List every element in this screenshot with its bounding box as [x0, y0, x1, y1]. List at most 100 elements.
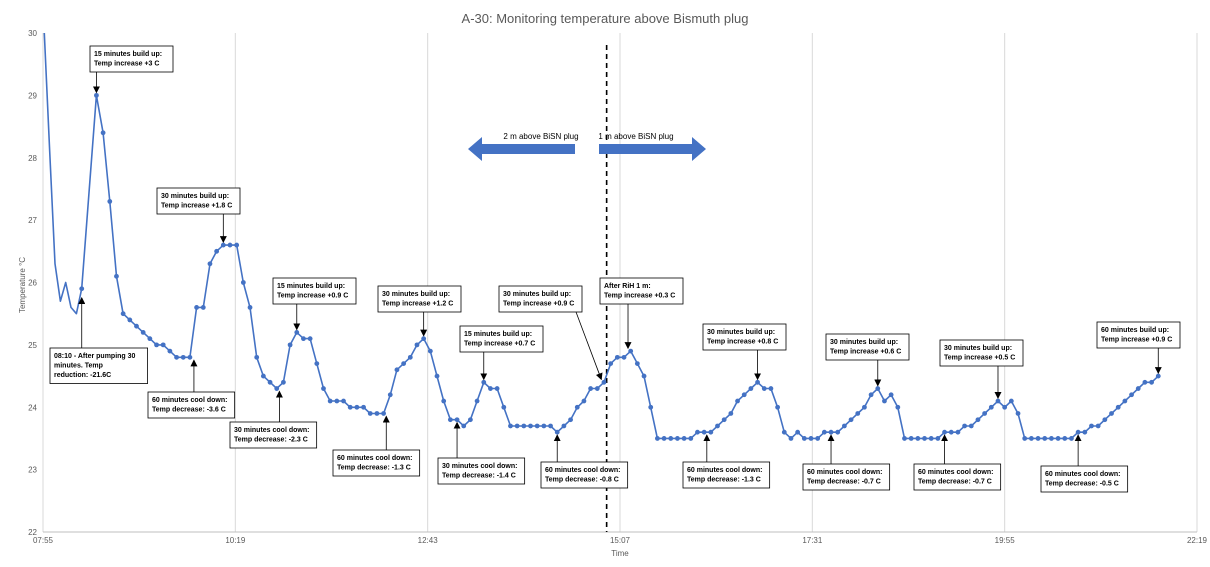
data-point — [708, 429, 714, 435]
annotation-callout: 60 minutes cool down: Temp decrease: -0.5… — [1040, 434, 1129, 493]
data-point — [381, 411, 386, 416]
y-tick-label: 30 — [28, 29, 37, 38]
data-point — [234, 242, 240, 248]
data-point — [1102, 417, 1108, 423]
grid-layer — [42, 33, 1198, 532]
annotation-text: 30 minutes cool down: — [234, 427, 309, 434]
annotation-box — [437, 457, 526, 485]
annotation-box — [802, 463, 891, 491]
annotation-text: Temp increase +0.9 C — [277, 293, 348, 300]
data-point — [868, 392, 874, 398]
data-point — [174, 354, 179, 360]
axis-layer: 07:55 10:19 12:43 15:07 17:31 19:55 22:19 22 23 2… — [28, 29, 1207, 545]
x-tick-label: 19:55 — [995, 536, 1016, 545]
annotation-text: Temp decrease: -3.6 C — [152, 407, 226, 414]
annotation-box — [332, 449, 421, 477]
annotation-text: 15 minutes build up: — [94, 51, 162, 58]
data-point — [1142, 379, 1148, 385]
data-point — [327, 398, 333, 404]
data-point — [888, 392, 894, 398]
x-tick-label: 07:55 — [33, 536, 54, 545]
annotation-text: 60 minutes cool down: — [545, 467, 620, 474]
annotation-callout: 15 minutes build up: Temp increase +0.7 C — [459, 325, 544, 381]
annotation-text: Temp increase +0.7 C — [464, 341, 535, 348]
annotation-text: Temp increase +1.2 C — [382, 301, 453, 308]
data-point — [154, 342, 159, 348]
data-point — [634, 361, 640, 366]
data-point — [715, 423, 720, 429]
data-point — [534, 423, 540, 429]
data-point — [488, 386, 493, 391]
data-point — [240, 280, 246, 285]
annotation-text: 60 minutes build up: — [1101, 327, 1169, 334]
data-point — [621, 354, 627, 360]
data-point — [508, 423, 513, 429]
data-point — [1095, 423, 1101, 429]
data-point — [755, 379, 760, 385]
data-point — [594, 386, 600, 391]
annotation-text: 30 minutes cool down: — [442, 463, 517, 470]
chart-title: A-30: Monitoring temperature above Bismu… — [462, 11, 749, 26]
data-point — [140, 330, 146, 335]
data-point — [114, 273, 119, 279]
data-point — [902, 436, 907, 441]
annotation-box — [702, 323, 787, 351]
data-point — [421, 336, 427, 342]
data-point — [675, 436, 680, 441]
data-point — [134, 323, 139, 329]
data-point — [1008, 398, 1014, 404]
data-point — [447, 417, 453, 423]
data-point — [321, 386, 326, 391]
data-point — [307, 336, 313, 342]
annotation-box — [1040, 465, 1129, 493]
annotation-text: 30 minutes build up: — [382, 291, 450, 298]
annotation-callout: 30 minutes cool down: Temp decrease: -2.3… — [229, 390, 318, 449]
data-point — [995, 398, 1001, 404]
data-point — [274, 386, 280, 391]
annotation-box — [89, 45, 174, 73]
y-tick-label: 23 — [28, 466, 37, 475]
temperature-series-line — [43, 32, 1159, 440]
data-point — [494, 386, 500, 391]
annotation-text: 30 minutes build up: — [944, 345, 1012, 352]
data-point — [574, 404, 580, 410]
data-point — [1002, 404, 1008, 410]
x-tick-label: 15:07 — [610, 536, 631, 545]
y-tick-label: 24 — [28, 403, 37, 412]
annotation-box — [1096, 321, 1181, 349]
data-point — [928, 436, 934, 441]
data-point — [548, 423, 553, 429]
annotation-text: Temp increase +0.5 C — [944, 355, 1015, 362]
annotation-text: 30 minutes build up: — [830, 339, 898, 346]
annotation-text: Temp increase +1.8 C — [161, 203, 232, 210]
y-tick-label: 26 — [28, 279, 37, 288]
data-point — [1022, 436, 1028, 441]
data-point — [681, 436, 687, 441]
data-point — [468, 417, 473, 423]
data-point — [775, 404, 781, 410]
annotation-text: 30 minutes build up: — [161, 193, 229, 200]
data-point — [1129, 392, 1134, 398]
data-point — [895, 404, 901, 410]
data-point — [821, 429, 827, 435]
annotation-box — [825, 333, 910, 361]
annotation-callout: 30 minutes build up: Temp increase +0.9 C — [498, 285, 603, 381]
data-point — [1115, 404, 1121, 410]
annotation-text: Temp increase +0.8 C — [707, 339, 778, 346]
annotation-layer: 15 minutes build up: Temp increase +3 C 08… — [49, 45, 1181, 493]
data-point — [561, 423, 567, 429]
data-point — [1062, 436, 1068, 441]
data-point — [347, 404, 353, 410]
x-tick-label: 22:19 — [1187, 536, 1208, 545]
annotation-callout: 60 minutes cool down: Temp decrease: -1.3… — [332, 415, 421, 477]
data-point — [808, 436, 814, 441]
data-point — [735, 398, 740, 404]
annotation-box — [377, 285, 462, 313]
data-point — [1082, 429, 1088, 435]
annotation-text: 60 minutes cool down: — [807, 469, 882, 476]
data-point — [341, 398, 346, 404]
data-point — [768, 386, 774, 391]
y-tick-label: 28 — [28, 154, 37, 163]
data-point — [855, 411, 861, 416]
